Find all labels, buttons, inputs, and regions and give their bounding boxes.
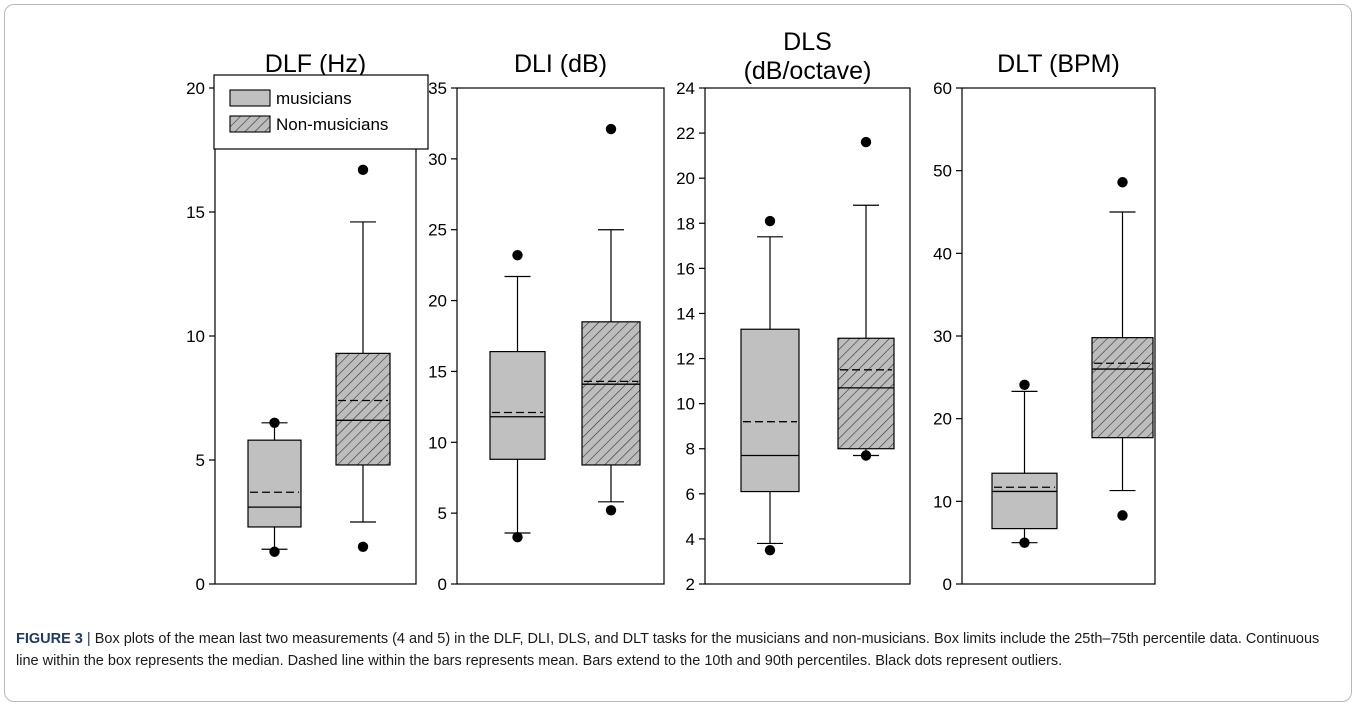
panel-title-line: (dB/octave) [744,57,872,85]
plot-frame [704,87,911,585]
outlier-point [269,417,280,428]
plot-frame [456,87,665,585]
legend: musicians Non-musicians [213,74,429,150]
outlier-point [764,544,776,556]
outlier-point [269,546,280,557]
caption-label: FIGURE 3 [16,631,83,647]
y-tick-label: 4 [686,530,695,549]
y-tick-label: 35 [428,79,447,98]
outlier-point [860,450,872,461]
y-tick-label: 10 [428,433,447,452]
y-tick-label: 10 [933,492,952,511]
legend-label: Non-musicians [276,115,388,134]
y-tick-label: 20 [186,79,205,98]
y-tick-label: 15 [428,362,447,381]
box-plot-figure: DLF (Hz)05101520musiciansNon-musiciansDL… [186,28,1156,594]
y-tick-label: 0 [438,575,447,594]
musicians-box [247,417,302,557]
outlier-point [1117,177,1128,188]
plot-frame [214,87,417,585]
panel-1: DLF (Hz) 0 5 10 15 20 musicians Non-musicians [186,50,429,594]
y-tick-label: 5 [196,451,205,470]
iqr-box [335,352,391,466]
y-tick-label: 15 [186,203,205,222]
y-tick-label: 0 [196,575,205,594]
non-musicians-box [1091,177,1154,521]
legend-swatch [229,89,271,107]
y-tick-label: 40 [933,244,952,263]
panel-title: DLI (dB) [514,50,607,78]
panel-title-line: DLF (Hz) [265,50,366,78]
iqr-box [489,350,546,460]
non-musicians-box [335,164,391,552]
y-tick-label: 20 [428,292,447,311]
plot-frame [961,87,1156,585]
y-tick-label: 20 [933,410,952,429]
non-musicians-box [837,136,895,461]
figure-caption: FIGURE 3 | Box plots of the mean last tw… [16,628,1342,672]
y-tick-label: 2 [686,575,695,594]
panel-4: DLT (BPM) 0 10 20 30 40 50 60 [933,50,1156,594]
legend-box [213,74,429,150]
y-tick-label: 6 [686,485,695,504]
y-tick-label: 30 [428,150,447,169]
y-tick-label: 22 [676,124,695,143]
outlier-point [1117,510,1128,521]
outlier-point [605,123,617,135]
outlier-point [605,505,617,516]
iqr-box [581,321,641,466]
y-tick-label: 30 [933,327,952,346]
y-tick-label: 0 [943,575,952,594]
y-tick-label: 20 [676,169,695,188]
legend-swatch [229,115,271,133]
y-tick-label: 60 [933,79,952,98]
y-tick-label: 5 [438,504,447,523]
caption-text: Box plots of the mean last two measureme… [16,631,1320,669]
outlier-point [1019,537,1030,548]
panel-title: DLF (Hz) [265,50,366,78]
iqr-box [247,439,302,528]
musicians-box [991,379,1058,548]
y-tick-label: 18 [676,214,695,233]
panel-2: DLI (dB) 0 5 10 15 20 25 30 35 [428,50,665,594]
panel-title-line: DLI (dB) [514,50,607,78]
iqr-box [740,328,800,493]
outlier-point [357,541,369,552]
outlier-point [764,215,776,227]
musicians-box [740,215,800,556]
panel-title-line: DLS [783,28,832,56]
y-tick-label: 24 [676,79,695,98]
legend-label: musicians [276,89,352,108]
y-tick-label: 14 [676,304,695,323]
outlier-point [512,250,523,261]
y-tick-label: 50 [933,162,952,181]
outlier-point [512,532,523,543]
outlier-point [860,136,872,148]
iqr-box [991,472,1058,530]
caption-separator: | [86,631,91,647]
y-tick-label: 8 [686,440,695,459]
iqr-box [837,337,895,450]
iqr-box [1091,337,1154,439]
non-musicians-box [581,123,641,516]
outlier-point [1019,379,1030,390]
outlier-point [357,164,369,176]
panel-title-line: DLT (BPM) [997,50,1120,78]
musicians-box [489,250,546,543]
panel-title: DLS (dB/octave) [744,28,872,85]
y-tick-label: 12 [676,350,695,369]
y-tick-label: 10 [186,327,205,346]
y-tick-label: 10 [676,395,695,414]
panel-title: DLT (BPM) [997,50,1120,78]
y-tick-label: 16 [676,259,695,278]
y-tick-label: 25 [428,221,447,240]
